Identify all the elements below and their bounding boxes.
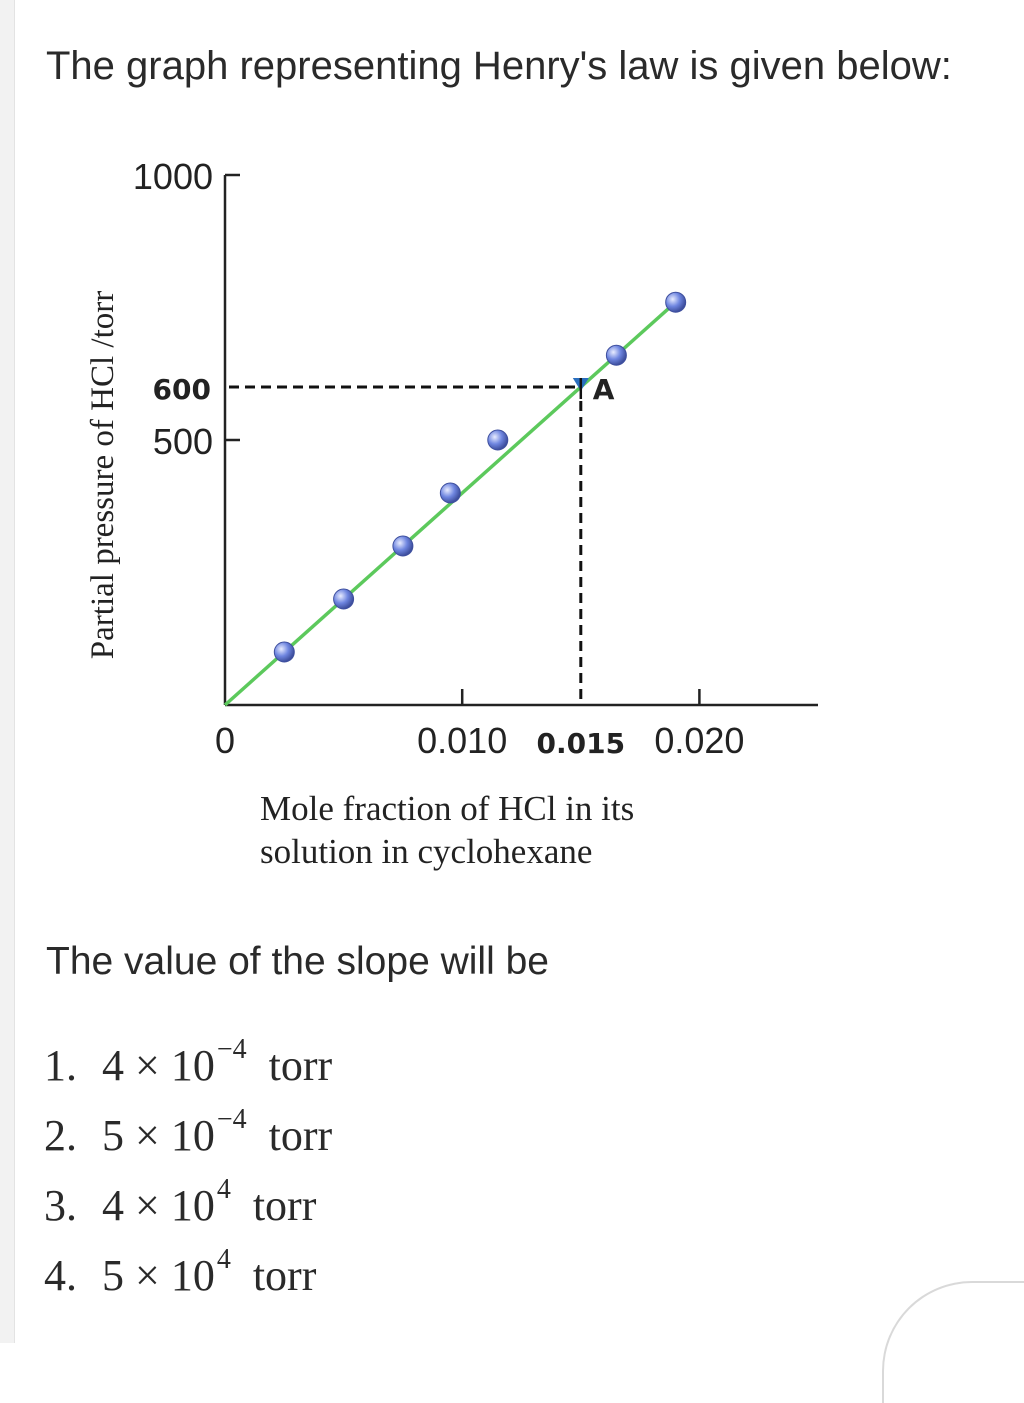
option-unit: torr — [252, 1180, 317, 1230]
chart-labels: 500 1000 0 0.010 0.015 0.020 600 A Partial press… — [85, 156, 744, 871]
y-tick-label: 1000 — [133, 156, 213, 197]
x-axis-title-line2: solution in cyclohexane — [260, 832, 592, 871]
option-value: 5 × 104 — [102, 1244, 231, 1301]
axes — [223, 173, 818, 707]
question-text: The graph representing Henry's law is gi… — [46, 44, 952, 88]
fit-line-path — [223, 300, 677, 707]
data-point — [333, 588, 355, 610]
data-point — [273, 641, 295, 663]
option-value: 4 × 104 — [102, 1174, 231, 1231]
x-axis-title-line1: Mole fraction of HCl in its — [260, 789, 634, 828]
point-a-label: A — [593, 373, 615, 406]
y-tick-label: 500 — [153, 421, 213, 462]
option-3[interactable]: 3. 4 × 104 torr — [44, 1170, 332, 1240]
option-unit: torr — [268, 1040, 333, 1090]
data-point — [487, 429, 509, 451]
data-point — [665, 291, 687, 313]
option-unit: torr — [252, 1250, 317, 1300]
option-exponent: −4 — [216, 1103, 247, 1135]
data-points — [273, 291, 687, 663]
option-exponent: 4 — [216, 1243, 231, 1275]
x-tick-label: 0.020 — [654, 720, 744, 761]
x-tick-label: 0 — [215, 720, 235, 761]
option-2[interactable]: 2. 5 × 10−4 torr — [44, 1100, 332, 1170]
option-1[interactable]: 1. 4 × 10−4 torr — [44, 1030, 332, 1100]
option-number: 2. — [44, 1110, 77, 1160]
fit-line — [223, 300, 677, 707]
data-point — [605, 344, 627, 366]
y-axis-title: Partial pressure of HCl /torr — [85, 291, 121, 659]
data-point — [392, 535, 414, 557]
left-edge-strip — [0, 0, 15, 1343]
henrys-law-chart: 500 1000 0 0.010 0.015 0.020 600 A Partial press… — [85, 156, 818, 871]
guide-lines — [229, 385, 583, 701]
prompt-text: The value of the slope will be — [46, 940, 549, 983]
option-mantissa: 4 × 10 — [102, 1040, 215, 1090]
option-value: 5 × 10−4 — [102, 1104, 247, 1161]
option-number: 1. — [44, 1040, 77, 1090]
option-unit: torr — [268, 1110, 333, 1160]
highlight-y-label: 600 — [153, 373, 211, 406]
option-4[interactable]: 4. 5 × 104 torr — [44, 1240, 332, 1310]
option-value: 4 × 10−4 — [102, 1034, 247, 1091]
option-mantissa: 5 × 10 — [102, 1110, 215, 1160]
corner-decoration — [882, 1281, 1024, 1403]
option-mantissa: 5 × 10 — [102, 1250, 215, 1300]
answer-options: 1. 4 × 10−4 torr 2. 5 × 10−4 torr 3. 4 ×… — [44, 1030, 332, 1310]
option-exponent: −4 — [216, 1033, 247, 1065]
option-number: 4. — [44, 1250, 77, 1300]
option-mantissa: 4 × 10 — [102, 1180, 215, 1230]
data-point — [439, 482, 461, 504]
option-number: 3. — [44, 1180, 77, 1230]
option-exponent: 4 — [216, 1173, 231, 1205]
x-tick-label: 0.015 — [537, 727, 626, 760]
x-tick-label: 0.010 — [417, 720, 507, 761]
